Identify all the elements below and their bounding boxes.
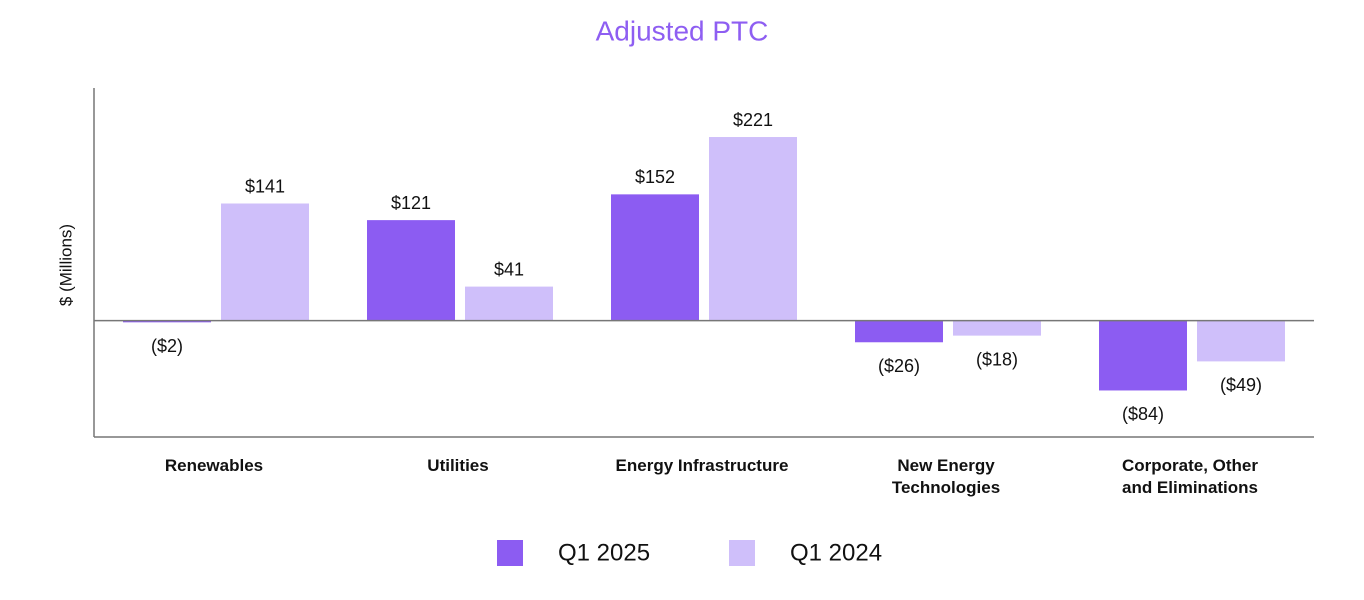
data-label: $41: [494, 259, 524, 279]
legend-label: Q1 2025: [558, 539, 650, 566]
bar: [709, 137, 797, 321]
legend-label: Q1 2024: [790, 539, 882, 566]
bar: [1099, 320, 1187, 391]
data-label: $152: [635, 167, 675, 187]
x-tick-label: Utilities: [427, 456, 489, 475]
bar: [465, 286, 553, 321]
data-label: $221: [733, 110, 773, 130]
bar: [855, 320, 943, 343]
data-label: ($84): [1122, 404, 1164, 424]
bar: [611, 194, 699, 321]
data-label: ($26): [878, 356, 920, 376]
data-label: $141: [245, 176, 285, 196]
x-tick-label: Energy Infrastructure: [615, 456, 789, 475]
bar: [123, 320, 211, 323]
data-label: ($49): [1220, 375, 1262, 395]
data-label: ($18): [976, 349, 1018, 369]
bar: [953, 320, 1041, 336]
data-label: ($2): [151, 336, 183, 356]
legend-swatch: [497, 540, 523, 566]
bar: [1197, 320, 1285, 362]
x-tick-label: Corporate, Other and Eliminations: [1121, 456, 1259, 497]
chart-title: Adjusted PTC: [596, 15, 769, 46]
data-label: $121: [391, 193, 431, 213]
x-tick-label: New Energy Technologies: [891, 456, 1001, 497]
bar: [367, 220, 455, 321]
bar: [221, 203, 309, 321]
x-tick-label: Renewables: [164, 456, 264, 475]
legend-swatch: [729, 540, 755, 566]
y-axis-label: $ (Millions): [56, 224, 75, 306]
